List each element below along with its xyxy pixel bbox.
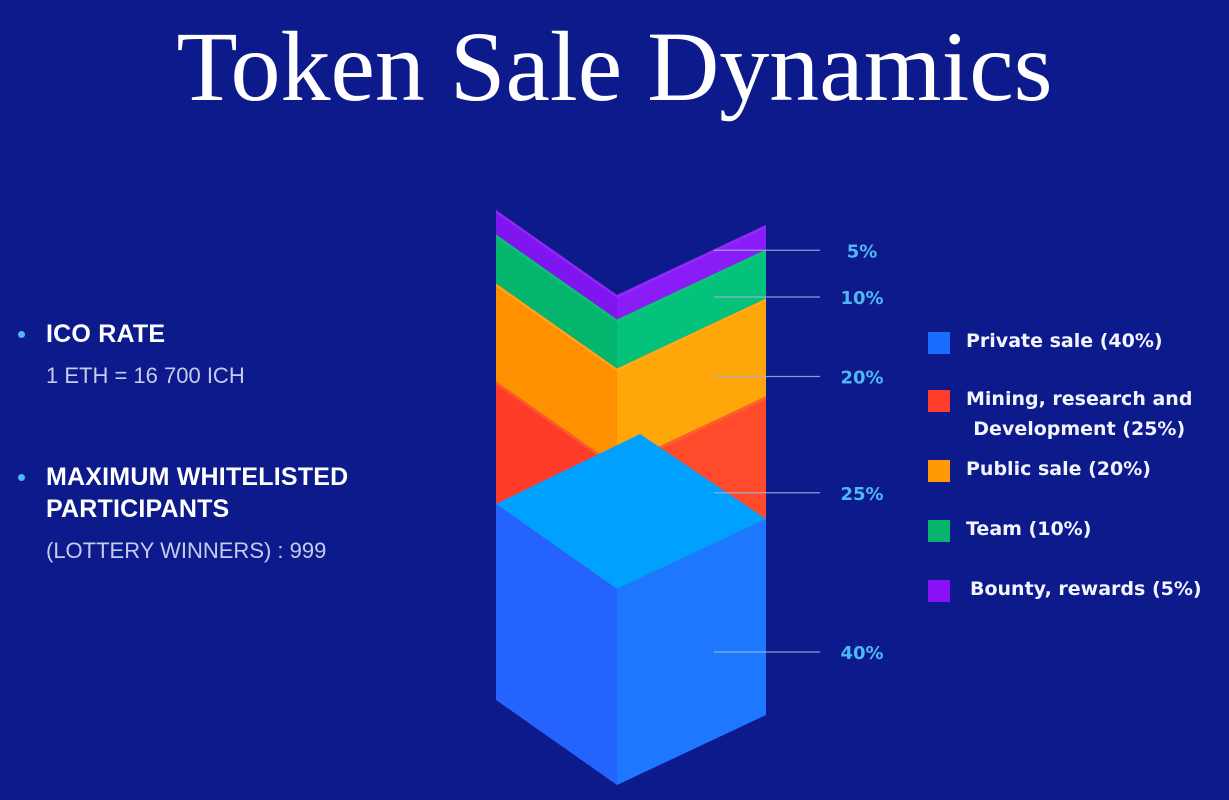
ico-rate-value: 1 ETH = 16 700 ICH (46, 363, 245, 388)
legend-swatch (928, 580, 950, 602)
whitelist-value: (LOTTERY WINNERS) : 999 (46, 538, 327, 563)
legend-swatch (928, 332, 950, 354)
legend-swatch (928, 520, 950, 542)
data-label: 10% (840, 288, 883, 309)
whitelist-block: MAXIMUM WHITELISTED PARTICIPANTS (LOTTER… (18, 461, 438, 565)
bullet-icon (18, 331, 25, 338)
data-label: 40% (840, 643, 883, 664)
legend-label: Team (10%) (966, 518, 1092, 540)
data-label: 20% (840, 368, 883, 389)
legend-label: Mining, research and (966, 388, 1193, 410)
ico-rate-heading: ICO RATE (46, 320, 166, 348)
legend-label: Private sale (40%) (966, 330, 1163, 352)
legend-label: Bounty, rewards (5%) (970, 578, 1202, 600)
data-label: 5% (847, 241, 878, 262)
page-title: Token Sale Dynamics (176, 11, 1053, 122)
whitelist-heading-line1: MAXIMUM WHITELISTED (46, 463, 349, 491)
legend-label: Public sale (20%) (966, 458, 1151, 480)
bar-team-right-face (617, 249, 766, 369)
bar-private-right-face (617, 519, 766, 785)
data-label: 25% (840, 484, 883, 505)
legend-label-line2: Development (25%) (973, 418, 1186, 440)
bar-bounty-right-face (617, 225, 766, 320)
whitelist-heading-line2: PARTICIPANTS (46, 495, 230, 523)
bar-team-left-face (496, 234, 617, 369)
bar-public-left-face (496, 283, 617, 467)
bullet-icon (18, 474, 25, 481)
legend-swatch (928, 390, 950, 412)
bar-private-top-face (496, 434, 766, 589)
bar-private-left-face (496, 504, 617, 785)
legend-swatch (928, 460, 950, 482)
bar-bounty-left-face (496, 210, 617, 320)
ico-rate-block: ICO RATE 1 ETH = 16 700 ICH (18, 318, 438, 390)
bar-public-right-face (617, 298, 766, 467)
